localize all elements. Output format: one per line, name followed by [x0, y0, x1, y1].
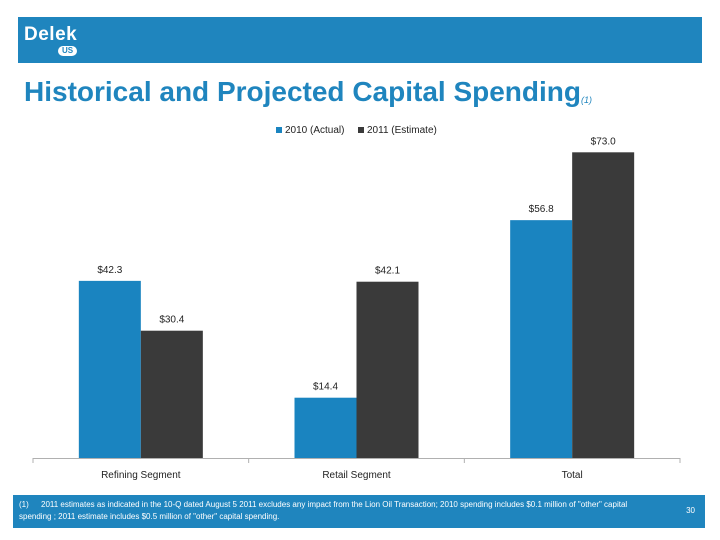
legend-swatch: [358, 127, 364, 133]
x-axis-ticks: [32, 458, 681, 463]
legend-label: 2011 (Estimate): [367, 125, 437, 136]
logo-badge: US: [58, 46, 78, 56]
footnote-number: (1): [19, 500, 29, 509]
logo-wordmark: Delek: [24, 24, 78, 45]
delek-logo: Delek US: [24, 24, 94, 58]
category-label: Refining Segment: [101, 470, 181, 481]
title-text: Historical and Projected Capital Spendin…: [24, 76, 581, 107]
category-label: Total: [562, 470, 583, 481]
data-label: $42.1: [375, 266, 400, 277]
page-number: 30: [686, 506, 695, 515]
footer-band: (1) 2011 estimates as indicated in the 10…: [13, 495, 705, 528]
data-label: $14.4: [313, 382, 338, 393]
bar-2011-total: [572, 152, 635, 458]
data-label: $56.8: [529, 204, 554, 215]
header-band: Delek US: [18, 17, 702, 63]
chart-bars: $42.3 $30.4 Refining Segment $14.4 $42.1 Reta…: [78, 136, 635, 481]
slide-title: Historical and Projected Capital Spendin…: [24, 76, 592, 108]
footnote-text: 2011 estimates as indicated in the 10-Q …: [19, 500, 628, 521]
title-footnote-marker: (1): [581, 95, 592, 105]
legend-swatch: [276, 127, 282, 133]
footnote: (1) 2011 estimates as indicated in the 10…: [19, 499, 659, 523]
data-label: $73.0: [591, 136, 616, 147]
bar-2010-total: [510, 220, 573, 458]
bar-2011-refining-segment: [140, 330, 203, 458]
data-label: $30.4: [159, 315, 184, 326]
bar-2010-retail-segment: [294, 397, 357, 458]
capital-spending-chart: 2010 (Actual) 2011 (Estimate) $42.3 $30.4 R…: [32, 125, 681, 481]
bar-2011-retail-segment: [356, 281, 419, 458]
data-label: $42.3: [97, 265, 122, 276]
chart-legend: 2010 (Actual) 2011 (Estimate): [276, 125, 437, 136]
category-label: Retail Segment: [322, 470, 391, 481]
bar-2010-refining-segment: [78, 280, 141, 458]
legend-label: 2010 (Actual): [285, 125, 344, 136]
